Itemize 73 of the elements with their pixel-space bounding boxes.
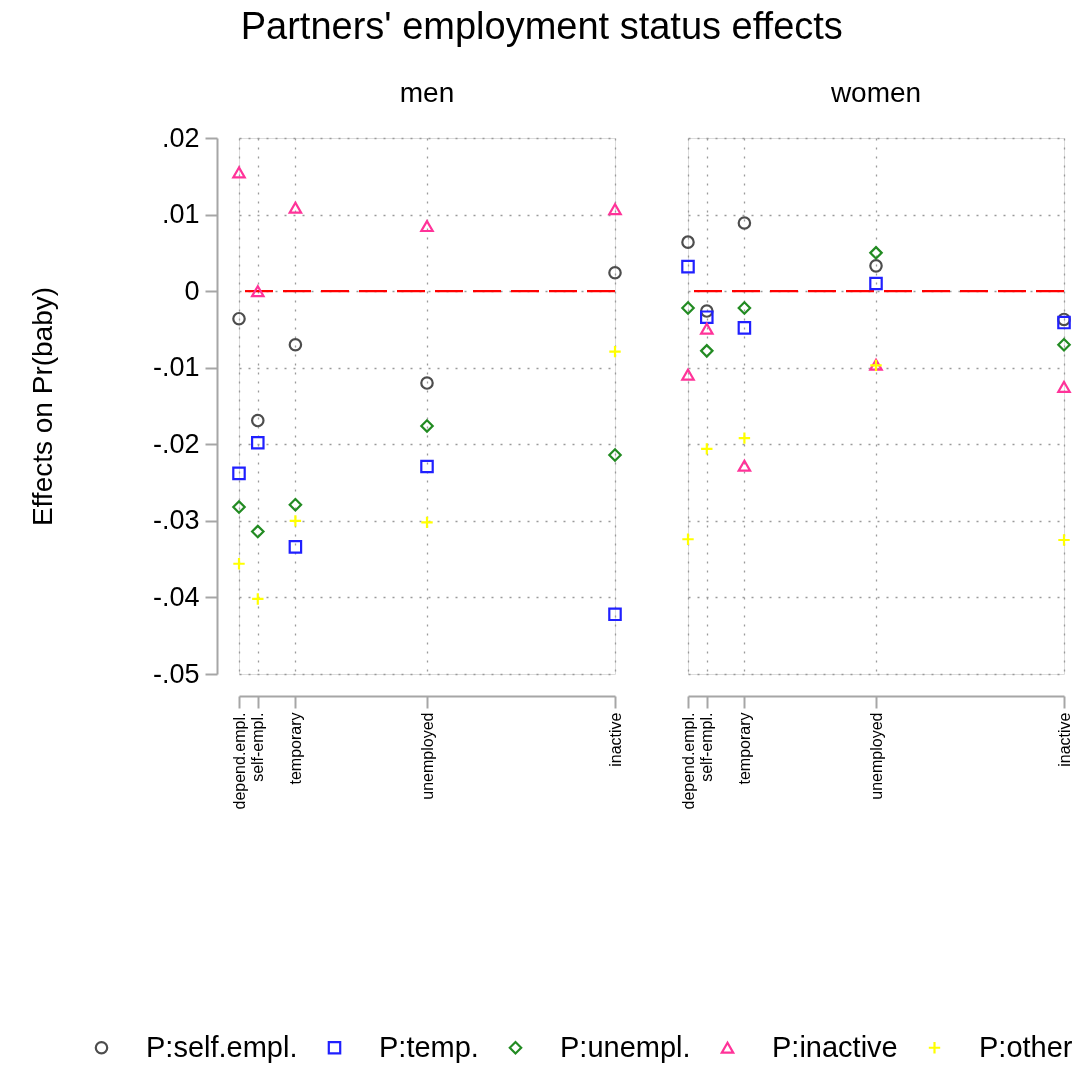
x-tick-label: depend.empl.	[679, 712, 697, 810]
y-tick-label: .02	[161, 122, 200, 153]
x-tick-label: temporary	[735, 712, 753, 785]
x-tick-label: self-empl.	[249, 712, 267, 782]
point	[420, 459, 434, 474]
point	[608, 203, 622, 216]
y-tick-label: -.02	[152, 428, 200, 459]
point	[1057, 337, 1071, 352]
point	[700, 442, 714, 456]
y-axis-title: Effects on Pr(baby)	[26, 286, 58, 527]
y-tick-label: -.05	[152, 658, 200, 689]
point	[420, 376, 434, 390]
x-tick-label: temporary	[286, 712, 304, 785]
legend-label: P:unempl.	[560, 1030, 691, 1063]
point	[288, 540, 303, 554]
chart-subtitle: men	[399, 77, 455, 108]
point	[737, 321, 752, 335]
x-tick-label: unemployed	[418, 712, 436, 800]
point	[232, 556, 246, 571]
y-tick-label: .01	[161, 199, 200, 230]
legend-label: P:inactive	[772, 1030, 898, 1063]
point	[288, 201, 303, 214]
point	[608, 265, 622, 280]
point	[288, 514, 303, 528]
point	[608, 607, 622, 622]
point	[681, 368, 695, 381]
y-tick-label: -.03	[152, 505, 200, 536]
x-tick-label: depend.empl.	[230, 712, 248, 810]
point	[737, 459, 752, 472]
point	[681, 235, 695, 249]
x-tick-label: inactive	[1055, 712, 1073, 767]
legend-label: P:self.empl.	[146, 1030, 298, 1063]
point	[869, 259, 883, 273]
chart-subtitle: women	[829, 77, 922, 108]
point	[681, 259, 695, 274]
chart-title: Partners' employment status effects	[240, 4, 843, 47]
point	[420, 220, 434, 233]
point	[869, 276, 883, 291]
point	[869, 246, 883, 260]
point	[681, 532, 695, 547]
point	[737, 216, 752, 230]
legend-label: P:temp.	[379, 1030, 479, 1063]
y-tick-label: 0	[184, 275, 200, 306]
point	[251, 592, 265, 606]
x-tick-label: self-empl.	[698, 712, 716, 782]
point	[681, 301, 695, 315]
point	[737, 431, 752, 445]
point	[700, 310, 714, 324]
point	[251, 524, 265, 539]
point	[251, 285, 265, 298]
point	[232, 466, 246, 481]
point	[737, 301, 752, 315]
x-tick-label: unemployed	[867, 712, 885, 800]
point	[251, 435, 265, 450]
point	[1057, 380, 1071, 393]
point	[1057, 533, 1071, 547]
y-tick-label: -.04	[152, 581, 200, 612]
point	[700, 304, 714, 318]
point	[232, 500, 246, 514]
x-tick-label: inactive	[606, 712, 624, 767]
point	[232, 166, 246, 179]
y-tick-label: -.01	[152, 352, 200, 383]
point	[608, 448, 622, 462]
point	[700, 344, 714, 358]
point	[288, 497, 303, 512]
legend-label: P:other	[979, 1030, 1073, 1063]
point	[251, 413, 265, 428]
point	[288, 337, 303, 352]
point	[700, 322, 714, 335]
point	[420, 419, 434, 433]
point	[608, 344, 622, 359]
point	[232, 311, 246, 326]
point	[420, 515, 434, 530]
